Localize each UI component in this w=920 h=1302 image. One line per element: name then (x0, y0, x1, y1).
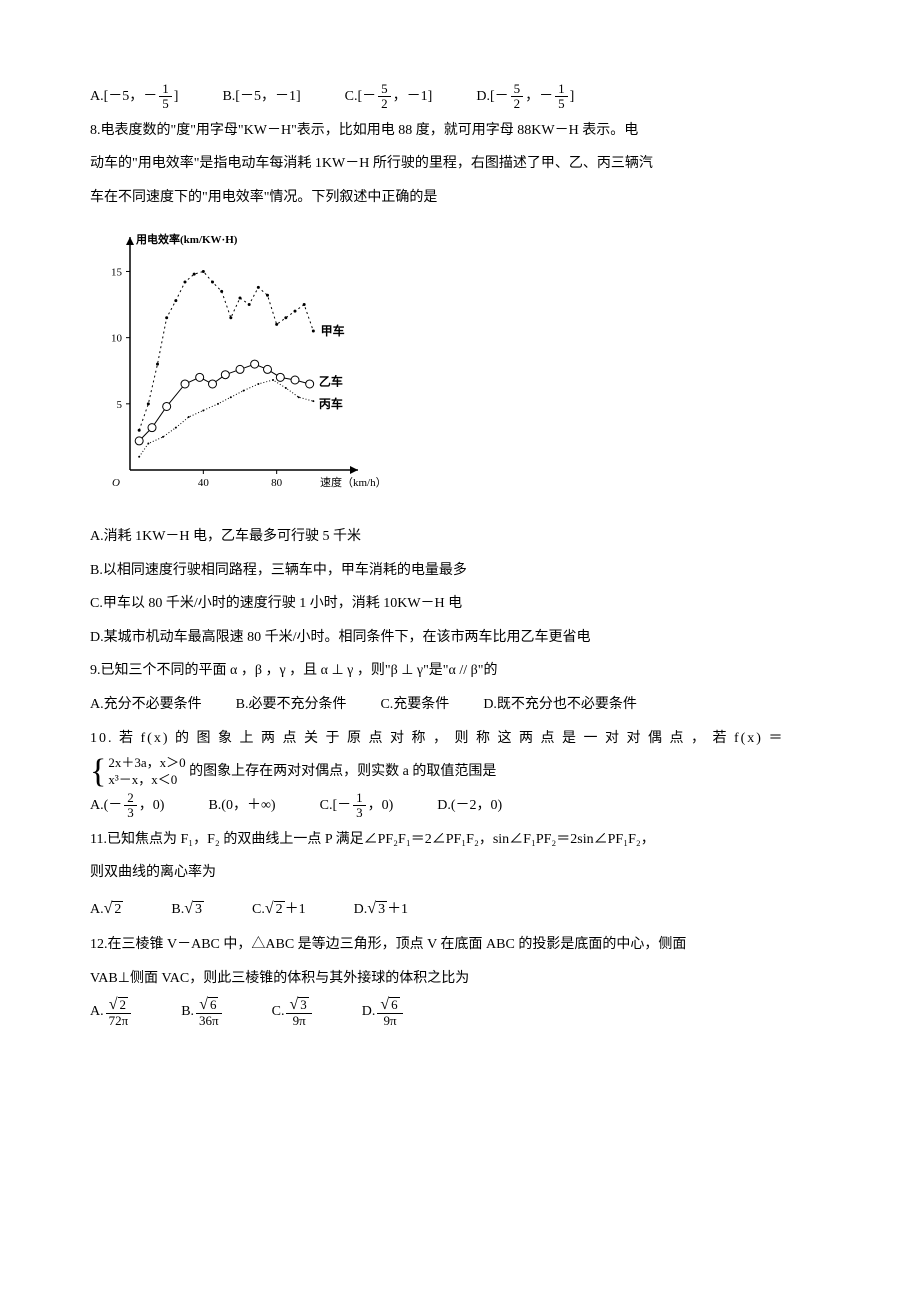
svg-text:80: 80 (271, 477, 283, 489)
fraction: 69π (377, 996, 402, 1029)
fraction: 272π (106, 996, 132, 1029)
text: ＋1 (387, 902, 408, 917)
label: D. (362, 1004, 376, 1019)
svg-text:丙车: 丙车 (319, 396, 343, 411)
text: ，0) (368, 798, 394, 813)
q12-optB: B.636π (181, 995, 223, 1029)
svg-text:5: 5 (117, 399, 123, 411)
q11-stem-1: 11.已知焦点为 F₁，F₂ 的双曲线上一点 P 满足∠PF₂F₁＝2∠PF₁F… (90, 823, 830, 857)
sqrt: 3 (367, 890, 387, 928)
q9-optA: A.充分不必要条件 (90, 688, 202, 722)
svg-text:15: 15 (111, 267, 123, 279)
text: ] (174, 89, 179, 104)
svg-text:乙车: 乙车 (319, 374, 343, 389)
q10-optD: D.(－2，0) (437, 789, 502, 823)
fraction: 39π (286, 996, 311, 1029)
q12-stem-2: VAB⊥侧面 VAC，则此三棱锥的体积与其外接球的体积之比为 (90, 962, 830, 996)
svg-text:速度（km/h）: 速度（km/h） (320, 475, 387, 489)
q8-optB: B.以相同速度行驶相同路程，三辆车中，甲车消耗的电量最多 (90, 554, 830, 588)
q8-stem-3: 车在不同速度下的"用电效率"情况。下列叙述中正确的是 (90, 181, 830, 215)
q7-optA: A.[－5，－15] (90, 80, 178, 114)
label: D. (354, 902, 368, 917)
q10-options: A.(－23，0) B.(0，＋∞) C.[－13，0) D.(－2，0) (90, 789, 830, 823)
q10-optA: A.(－23，0) (90, 789, 164, 823)
q9-optB: B.必要不充分条件 (236, 688, 347, 722)
q11-optA: A.2 (90, 890, 123, 928)
q10-stem-1: 10. 若 f(x) 的 图 象 上 两 点 关 于 原 点 对 称 ， 则 称… (90, 722, 830, 756)
text: ] (570, 89, 575, 104)
q11-optB: B.3 (171, 890, 204, 928)
text: ，0) (139, 798, 165, 813)
q12-optA: A.272π (90, 995, 133, 1029)
q11-options: A.2 B.3 C.2＋1 D.3＋1 (90, 890, 830, 928)
sqrt: 3 (184, 890, 204, 928)
text: ＋1 (285, 902, 306, 917)
text: [－5，－ (104, 89, 158, 104)
q10-stem-2: { 2x＋3a，x＞0 x³－x，x＜0 的图象上存在两对对偶点，则实数 a 的… (90, 755, 830, 789)
label: C. (272, 1004, 285, 1019)
efficiency-chart: 5 10 15 40 80 O 用电效率(km/KW·H) 速度（km/h） 甲车乙车丙车 (90, 220, 400, 500)
q7-options: A.[－5，－15] B.[－5，－1] C.[－52，－1] D.[－52，－… (90, 80, 830, 114)
q7-optB: B.[－5，－1] (222, 80, 300, 114)
label: A. (90, 902, 104, 917)
q12-optD: D.69π (362, 995, 405, 1029)
q8-stem-2: 动车的"用电效率"是指电动车每消耗 1KW－H 所行驶的里程，右图描述了甲、乙、… (90, 147, 830, 181)
label: B. (181, 1004, 194, 1019)
q11-optD: D.3＋1 (354, 890, 408, 928)
fraction: 15 (555, 82, 568, 112)
svg-text:10: 10 (111, 333, 123, 345)
label: C. (252, 902, 265, 917)
text: ，－1] (393, 89, 433, 104)
q10-optB: B.(0，＋∞) (208, 789, 275, 823)
q12-optC: C.39π (272, 995, 314, 1029)
q10-optC: C.[－13，0) (320, 789, 394, 823)
piecewise: { 2x＋3a，x＞0 x³－x，x＜0 (90, 755, 186, 789)
fraction: 23 (124, 791, 137, 821)
q11-stem-2: 则双曲线的离心率为 (90, 856, 830, 890)
q7-optD: D.[－52，－15] (476, 80, 574, 114)
q9-optC: C.充要条件 (380, 688, 449, 722)
label: D. (476, 89, 490, 104)
fraction: 636π (196, 996, 222, 1029)
label: C.[－ (320, 798, 352, 813)
fraction: 52 (378, 82, 391, 112)
sqrt: 2 (109, 996, 128, 1014)
case1: 2x＋3a，x＞0 (108, 755, 185, 772)
fraction: 15 (159, 82, 172, 112)
case2: x³－x，x＜0 (108, 772, 185, 789)
label: B. (171, 902, 184, 917)
fraction: 52 (511, 82, 524, 112)
text: [－ (490, 89, 509, 104)
sqrt: 3 (289, 996, 308, 1014)
label: A. (90, 1004, 104, 1019)
sqrt: 2 (104, 890, 124, 928)
q8-optA: A.消耗 1KW－H 电，乙车最多可行驶 5 千米 (90, 520, 830, 554)
text: [－ (357, 89, 376, 104)
text: ，－ (525, 89, 553, 104)
q12-options: A.272π B.636π C.39π D.69π (90, 995, 830, 1029)
label: A.(－ (90, 798, 122, 813)
q10-stem-tail: 的图象上存在两对对偶点，则实数 a 的取值范围是 (189, 764, 496, 779)
q11-optC: C.2＋1 (252, 890, 306, 928)
q12-stem-1: 12.在三棱锥 V－ABC 中，△ABC 是等边三角形，顶点 V 在底面 ABC… (90, 928, 830, 962)
q8-stem-1: 8.电表度数的"度"用字母"KW－H"表示，比如用电 88 度，就可用字母 88… (90, 114, 830, 148)
svg-text:40: 40 (198, 477, 210, 489)
q9-optD: D.既不充分也不必要条件 (483, 688, 637, 722)
svg-text:O: O (112, 477, 120, 489)
brace-icon: { (90, 755, 106, 789)
label: A. (90, 89, 104, 104)
sqrt: 6 (199, 996, 218, 1014)
svg-text:用电效率(km/KW·H): 用电效率(km/KW·H) (136, 232, 238, 246)
q8-optD: D.某城市机动车最高限速 80 千米/小时。相同条件下，在该市两车比用乙车更省电 (90, 621, 830, 655)
svg-text:甲车: 甲车 (321, 323, 345, 338)
label: C. (345, 89, 358, 104)
q9-stem: 9.已知三个不同的平面 α ，β ，γ ，且 α ⊥ γ ，则"β ⊥ γ"是"… (90, 654, 830, 688)
q7-optC: C.[－52，－1] (345, 80, 433, 114)
sqrt: 6 (380, 996, 399, 1014)
q9-options: A.充分不必要条件 B.必要不充分条件 C.充要条件 D.既不充分也不必要条件 (90, 688, 830, 722)
sqrt: 2 (265, 890, 285, 928)
fraction: 13 (353, 791, 366, 821)
q8-optC: C.甲车以 80 千米/小时的速度行驶 1 小时，消耗 10KW－H 电 (90, 587, 830, 621)
